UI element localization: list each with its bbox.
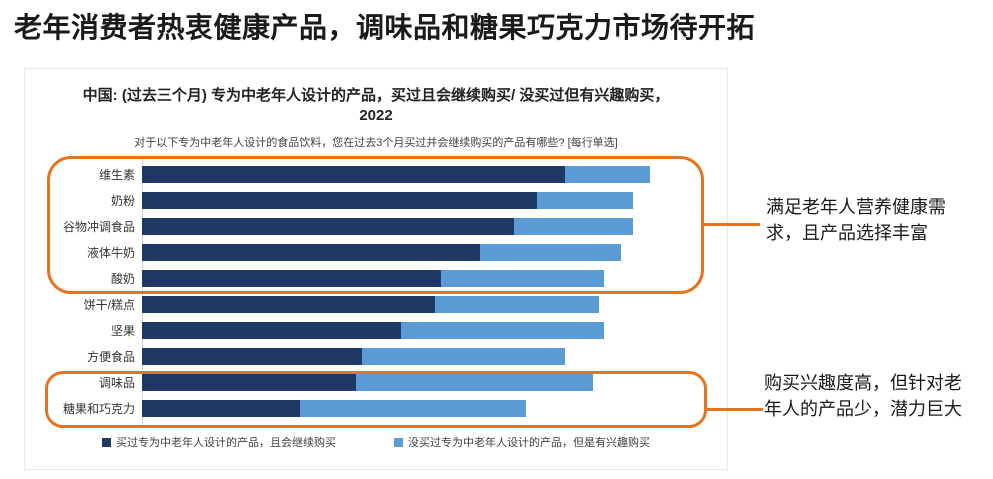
bar-segment-bought — [142, 243, 481, 261]
bar-segment-interested — [361, 347, 565, 365]
bar-row: 液体牛奶 — [25, 239, 725, 265]
bar-segment-bought — [142, 295, 436, 313]
bar-row: 调味品 — [25, 369, 725, 395]
bar-segment-bought — [142, 217, 515, 235]
bar-track — [142, 165, 706, 183]
bar-segment-interested — [480, 243, 622, 261]
bar-segment-interested — [565, 165, 650, 183]
bar-segment-bought — [142, 399, 300, 417]
bar-row: 奶粉 — [25, 187, 725, 213]
bar-segment-bought — [142, 165, 565, 183]
chart-subtitle: 对于以下专为中老年人设计的食品饮料，您在过去3个月买过并会继续购买的产品有哪些?… — [134, 136, 618, 149]
stacked-bar-chart: 维生素奶粉谷物冲调食品液体牛奶酸奶饼干/糕点坚果方便食品调味品糖果和巧克力 — [25, 161, 725, 421]
category-label: 维生素 — [98, 167, 135, 182]
bar-segment-bought — [142, 321, 402, 339]
bar-segment-bought — [142, 347, 362, 365]
connector-line-bottom — [705, 408, 763, 411]
bar-segment-interested — [356, 373, 594, 391]
bar-row: 酸奶 — [25, 265, 725, 291]
legend-label-interested: 没买过专为中老年人设计的产品，但是有兴趣购买 — [408, 437, 650, 449]
bar-row: 糖果和巧克力 — [25, 395, 725, 421]
legend-swatch-bought — [102, 437, 111, 447]
bar-track — [142, 321, 706, 339]
legend-item-interested: 没买过专为中老年人设计的产品，但是有兴趣购买 — [394, 434, 650, 450]
bar-row: 谷物冲调食品 — [25, 213, 725, 239]
category-label: 方便食品 — [86, 349, 135, 364]
bar-row: 饼干/糕点 — [25, 291, 725, 317]
legend-item-bought: 买过专为中老年人设计的产品，且会继续购买 — [102, 434, 336, 450]
chart-title: 中国: (过去三个月) 专为中老年人设计的产品，买过且会继续购买/ 没买过但有兴… — [82, 87, 670, 125]
legend-label-bought: 买过专为中老年人设计的产品，且会继续购买 — [116, 437, 336, 449]
category-label: 饼干/糕点 — [83, 297, 135, 312]
category-label: 糖果和巧克力 — [62, 401, 135, 416]
bar-row: 坚果 — [25, 317, 725, 343]
category-label: 调味品 — [98, 375, 135, 390]
annotation-market-potential: 购买兴趣度高，但针对老年人的产品少，潜力巨大 — [764, 373, 962, 420]
bar-track — [142, 217, 706, 235]
chart-card: 中国: (过去三个月) 专为中老年人设计的产品，买过且会继续购买/ 没买过但有兴… — [24, 68, 728, 470]
category-label: 坚果 — [110, 323, 135, 338]
category-label: 奶粉 — [110, 193, 135, 208]
bar-track — [142, 373, 706, 391]
annotation-health-demand: 满足老年人营养健康需求，且产品选择丰富 — [766, 197, 946, 244]
highlight-box-seasoning-candy — [45, 371, 707, 428]
bar-segment-interested — [536, 191, 633, 209]
connector-line-top — [702, 223, 760, 226]
bar-segment-bought — [142, 191, 537, 209]
bar-track — [142, 269, 706, 287]
bar-segment-interested — [435, 295, 599, 313]
bar-segment-bought — [142, 269, 441, 287]
highlight-box-health-products — [47, 156, 704, 294]
bar-row: 方便食品 — [25, 343, 725, 369]
chart-legend: 买过专为中老年人设计的产品，且会继续购买 没买过专为中老年人设计的产品，但是有兴… — [25, 434, 727, 450]
bar-segment-interested — [440, 269, 605, 287]
bar-track — [142, 295, 706, 313]
bar-segment-interested — [401, 321, 605, 339]
category-label: 液体牛奶 — [86, 245, 135, 260]
legend-swatch-interested — [394, 437, 403, 447]
category-label: 谷物冲调食品 — [62, 219, 135, 234]
bar-track — [142, 399, 706, 417]
bar-segment-interested — [514, 217, 633, 235]
bar-row: 维生素 — [25, 161, 725, 187]
bar-track — [142, 243, 706, 261]
category-label: 酸奶 — [110, 271, 135, 286]
page-title: 老年消费者热衷健康产品，调味品和糖果巧克力市场待开拓 — [14, 12, 756, 43]
bar-track — [142, 191, 706, 209]
bar-track — [142, 347, 706, 365]
bar-segment-bought — [142, 373, 357, 391]
bar-segment-interested — [299, 399, 526, 417]
